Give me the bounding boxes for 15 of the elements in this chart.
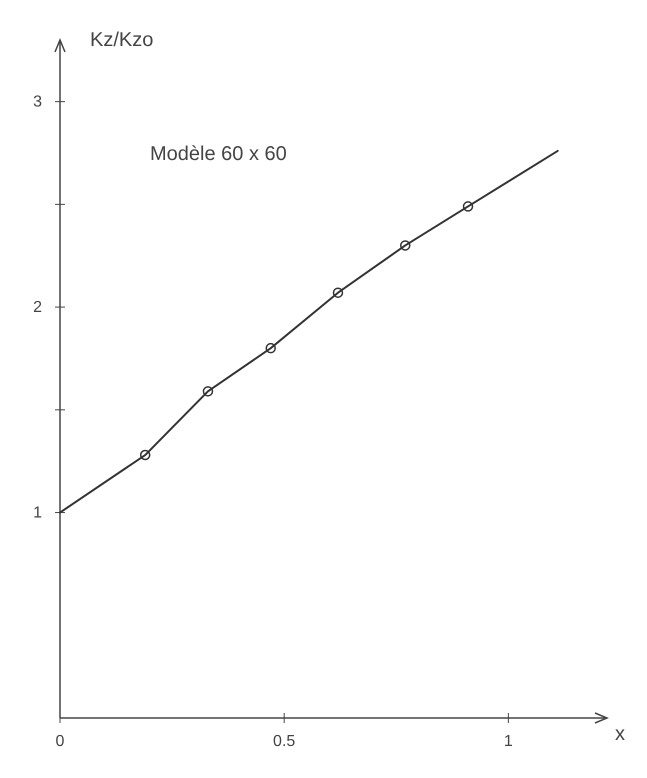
point — [400, 240, 410, 251]
x-tick-label: 0.5 — [273, 733, 296, 750]
point — [332, 287, 344, 298]
y-axis-title: Kz/Kzo — [90, 29, 154, 51]
x-tick-label: 0 — [56, 733, 65, 750]
annotation: Modèle 60 x 60 — [150, 143, 287, 165]
x-tick-label: 1 — [504, 733, 513, 750]
point — [202, 386, 214, 397]
point — [265, 342, 276, 354]
y-tick-label: 3 — [33, 94, 42, 111]
y-tick-label: 1 — [33, 504, 42, 522]
point — [140, 450, 150, 460]
point — [462, 201, 474, 212]
x-axis-title: x — [615, 723, 625, 745]
y-tick-label: 2 — [33, 299, 42, 316]
